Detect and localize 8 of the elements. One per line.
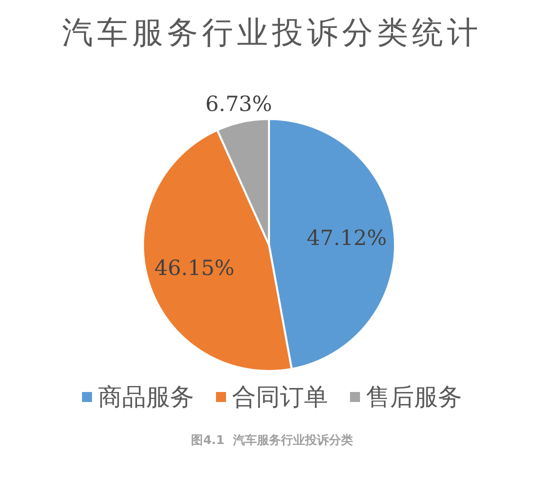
legend-label: 售后服务 [366, 382, 462, 413]
caption: 图4.1 汽车服务行业投诉分类 [190, 432, 354, 449]
chart-title: 汽车服务行业投诉分类统计 [61, 14, 483, 53]
legend-label: 商品服务 [98, 382, 194, 413]
data-label: 47.12% [306, 226, 387, 250]
data-label: 46.15% [154, 256, 234, 280]
legend-label: 合同订单 [232, 382, 328, 413]
data-label: 6.73% [205, 92, 272, 116]
